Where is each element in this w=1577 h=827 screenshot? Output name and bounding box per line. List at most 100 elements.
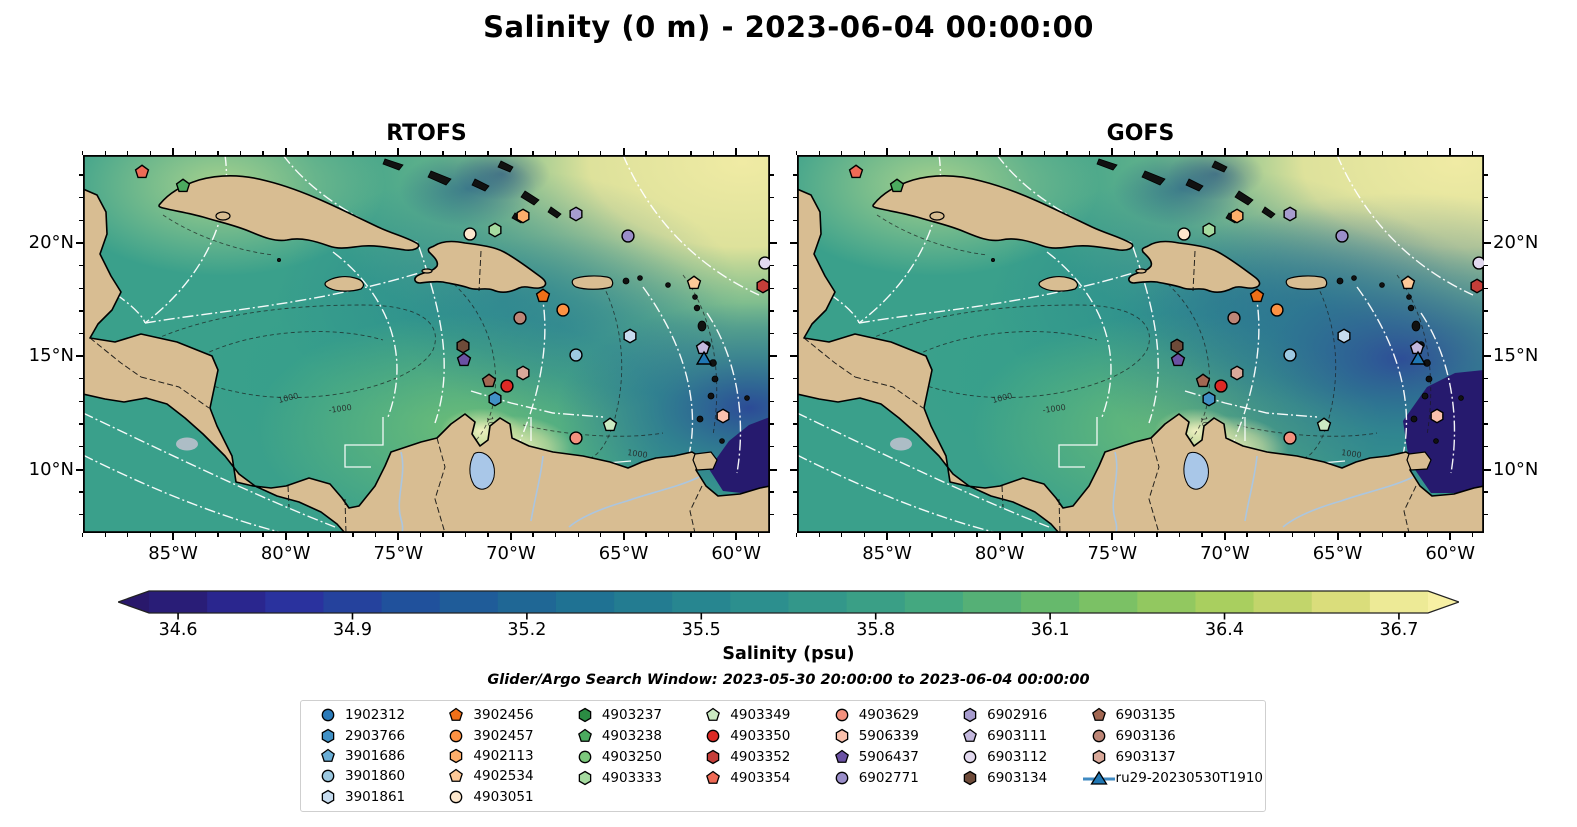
circle-marker-icon — [1082, 728, 1116, 744]
axis-tick — [442, 151, 444, 155]
float-marker-2903766 — [1201, 391, 1218, 408]
legend-item-label: 6903136 — [1115, 728, 1176, 745]
axis-tick — [1314, 533, 1316, 537]
axis-tick — [1336, 148, 1339, 155]
axis-tick — [217, 533, 219, 537]
axis-tick — [1381, 151, 1384, 155]
axis-tick — [1223, 148, 1226, 155]
hexagon-marker-icon — [825, 728, 859, 744]
axis-tick — [76, 355, 83, 358]
axis-tick — [262, 533, 264, 537]
glider-track-icon — [1082, 770, 1116, 786]
axis-tick — [352, 151, 354, 155]
axis-tick — [793, 332, 797, 335]
lat-tick-label: 20°N — [28, 232, 74, 254]
float-marker-3902456 — [535, 287, 552, 304]
axis-tick — [790, 242, 797, 245]
axis-tick — [770, 264, 774, 267]
axis-tick — [79, 513, 83, 516]
axis-tick — [1111, 533, 1114, 540]
axis-tick — [863, 151, 865, 155]
axis-tick — [1223, 533, 1226, 540]
axis-tick — [307, 151, 309, 155]
lat-tick-label: 20°N — [1493, 232, 1539, 254]
svg-text:1000: 1000 — [1341, 448, 1362, 460]
legend-item-label: 3902456 — [473, 707, 534, 724]
axis-tick — [172, 533, 175, 540]
axis-tick — [1381, 533, 1384, 537]
legend-item-4903350: 4903350 — [696, 726, 824, 747]
axis-tick — [79, 332, 83, 335]
axis-tick — [645, 533, 647, 537]
legend-item-label: 6902771 — [858, 769, 919, 786]
panel-title-rtofs: RTOFS — [386, 121, 467, 146]
marker-layer — [797, 155, 1484, 533]
pentagon-marker-icon — [439, 707, 473, 723]
axis-tick — [1484, 445, 1488, 448]
legend-item-6902771: 6902771 — [825, 767, 953, 788]
map-panel-gofs: 100010001000-100085°W80°W75°W70°W65°W60°… — [790, 148, 1538, 564]
lon-tick-label: 65°W — [1312, 543, 1363, 564]
legend-item-label: 5906339 — [858, 728, 919, 745]
axis-tick — [149, 533, 151, 537]
lon-tick-label: 65°W — [598, 543, 649, 564]
float-marker-6902771 — [620, 228, 637, 245]
axis-tick — [1426, 533, 1429, 537]
legend-item-label: 4903238 — [601, 728, 662, 745]
axis-tick — [352, 533, 354, 537]
axis-tick — [509, 533, 512, 540]
axis-tick — [600, 533, 602, 537]
pentagon-marker-icon — [439, 768, 473, 784]
legend-item-5906339: 5906339 — [825, 726, 953, 747]
circle-marker-icon — [696, 728, 730, 744]
hexagon-marker-icon — [439, 748, 473, 764]
float-marker-4902113 — [1228, 208, 1245, 225]
colorbar-tick-label: 35.8 — [856, 620, 896, 640]
axis-tick — [1088, 151, 1091, 155]
axis-tick — [690, 151, 692, 155]
axis-tick — [770, 355, 777, 358]
float-marker-6903135 — [481, 372, 498, 389]
hexagon-marker-icon — [568, 770, 602, 786]
circle-marker-icon — [953, 749, 987, 765]
circle-marker-icon — [311, 768, 345, 784]
hexagon-marker-icon — [953, 707, 987, 723]
lon-tick-label: 75°W — [1087, 543, 1138, 564]
lon-tick-label: 85°W — [862, 543, 912, 564]
axis-tick — [79, 219, 83, 222]
axis-tick — [419, 151, 422, 155]
axis-tick — [1484, 491, 1488, 493]
float-marker-4903051 — [1176, 226, 1193, 243]
axis-tick — [487, 151, 489, 155]
axis-tick — [770, 513, 774, 516]
axis-tick — [793, 310, 797, 312]
axis-tick — [1066, 533, 1068, 537]
axis-tick — [1404, 533, 1406, 537]
legend-item-6903111: 6903111 — [953, 726, 1081, 747]
hexagon-marker-icon — [568, 707, 602, 723]
axis-tick — [841, 151, 843, 155]
pentagon-marker-icon — [1082, 707, 1116, 723]
axis-tick — [735, 148, 738, 155]
float-marker-4903349 — [602, 417, 619, 434]
axis-tick — [1178, 533, 1181, 537]
axis-tick — [1043, 533, 1046, 537]
float-marker-6902771 — [1334, 228, 1351, 245]
circle-marker-icon — [825, 770, 859, 786]
axis-tick — [1484, 287, 1488, 289]
float-marker-4902113 — [514, 208, 531, 225]
legend-item-label: 4903354 — [730, 769, 791, 786]
axis-tick — [1484, 423, 1488, 425]
legend-item-label: 3901861 — [345, 788, 406, 805]
axis-tick — [1426, 151, 1429, 155]
float-marker-4903354 — [848, 164, 865, 181]
float-marker-ru29-20230530T1910 — [695, 350, 714, 370]
axis-tick — [577, 151, 579, 155]
lat-tick-label: 10°N — [28, 458, 74, 480]
axis-tick — [622, 148, 625, 155]
axis-tick — [931, 151, 933, 155]
axis-tick — [790, 468, 797, 471]
axis-tick — [770, 174, 774, 176]
legend-column: 4903629 5906339 5906437 6902771 — [825, 705, 953, 807]
legend-column: 4903349 4903350 4903352 4903354 — [696, 705, 824, 807]
